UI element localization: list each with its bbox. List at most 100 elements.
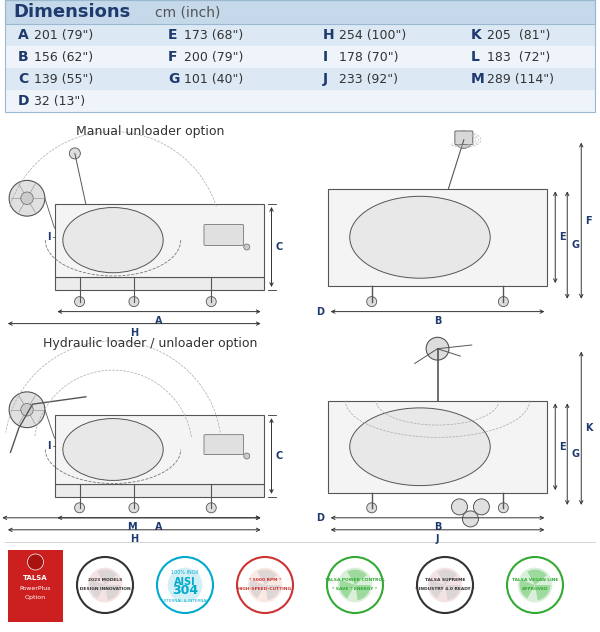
Text: 100% INOX: 100% INOX	[171, 571, 199, 576]
Circle shape	[9, 180, 45, 216]
Text: K: K	[471, 28, 482, 42]
Circle shape	[417, 557, 473, 613]
Text: Option: Option	[25, 595, 46, 600]
Text: A: A	[155, 522, 163, 532]
Wedge shape	[265, 585, 280, 600]
Circle shape	[237, 557, 293, 613]
Circle shape	[518, 568, 553, 602]
Text: TALSA SUPREME: TALSA SUPREME	[425, 578, 465, 582]
Circle shape	[74, 296, 85, 307]
Text: K: K	[585, 423, 593, 434]
Text: C: C	[275, 451, 283, 461]
Circle shape	[129, 503, 139, 513]
Circle shape	[463, 511, 478, 527]
Circle shape	[206, 296, 216, 307]
FancyBboxPatch shape	[204, 435, 244, 454]
Wedge shape	[340, 580, 355, 599]
Circle shape	[499, 296, 508, 307]
Text: M: M	[127, 522, 136, 532]
Circle shape	[473, 499, 490, 515]
Text: 101 (40"): 101 (40")	[184, 73, 243, 85]
Text: A: A	[18, 28, 29, 42]
Circle shape	[426, 337, 449, 360]
Circle shape	[9, 392, 45, 428]
Text: G: G	[571, 240, 579, 250]
Text: F: F	[168, 50, 178, 64]
Text: L: L	[471, 50, 480, 64]
Wedge shape	[89, 580, 105, 599]
Circle shape	[77, 557, 133, 613]
Text: E: E	[559, 232, 566, 242]
Text: G: G	[168, 72, 179, 86]
Bar	[55, 485, 263, 497]
Bar	[55, 204, 263, 277]
Text: D: D	[316, 513, 324, 523]
Text: J: J	[436, 534, 439, 544]
Circle shape	[244, 244, 250, 250]
Wedge shape	[250, 580, 265, 599]
Wedge shape	[430, 580, 445, 599]
Circle shape	[157, 557, 213, 613]
Text: * DESIGN INNOVATION *: * DESIGN INNOVATION *	[76, 587, 134, 591]
Text: Manual unloader option: Manual unloader option	[76, 125, 224, 138]
Text: H: H	[323, 28, 335, 42]
Circle shape	[21, 192, 33, 205]
Text: 156 (62"): 156 (62")	[34, 51, 93, 63]
Text: 289 (114"): 289 (114")	[487, 73, 554, 85]
Text: M: M	[471, 72, 485, 86]
Wedge shape	[437, 569, 457, 585]
FancyBboxPatch shape	[455, 131, 473, 145]
Ellipse shape	[350, 197, 490, 278]
Text: 173 (68"): 173 (68")	[184, 28, 243, 42]
Wedge shape	[257, 569, 277, 585]
Text: TALSA VEGAN LINE: TALSA VEGAN LINE	[512, 578, 558, 582]
Bar	[5, 0, 595, 24]
Circle shape	[28, 554, 44, 570]
Wedge shape	[347, 569, 367, 585]
Text: I: I	[323, 50, 328, 64]
Wedge shape	[105, 585, 121, 600]
Text: B: B	[434, 522, 441, 532]
Bar	[328, 188, 547, 286]
Bar	[5, 68, 595, 90]
Bar	[5, 46, 595, 68]
Text: J: J	[323, 72, 328, 86]
Circle shape	[428, 568, 463, 602]
Circle shape	[167, 568, 202, 602]
Circle shape	[338, 568, 373, 602]
Ellipse shape	[63, 207, 163, 273]
Bar	[55, 415, 263, 485]
Text: G: G	[571, 449, 579, 459]
FancyBboxPatch shape	[204, 224, 244, 245]
Text: B: B	[18, 50, 29, 64]
Bar	[5, 90, 595, 112]
Wedge shape	[355, 585, 370, 600]
Ellipse shape	[350, 408, 490, 485]
Ellipse shape	[63, 418, 163, 480]
Text: 139 (55"): 139 (55")	[34, 73, 93, 85]
Text: APPROVED: APPROVED	[521, 587, 548, 591]
Text: C: C	[18, 72, 28, 86]
Circle shape	[367, 503, 377, 513]
Text: AISI: AISI	[174, 577, 196, 587]
Wedge shape	[520, 580, 535, 599]
Text: 32 (13"): 32 (13")	[34, 95, 85, 107]
Circle shape	[367, 296, 377, 307]
Text: I: I	[47, 232, 50, 241]
Circle shape	[499, 503, 508, 513]
Circle shape	[129, 296, 139, 307]
Circle shape	[455, 131, 472, 149]
Text: HIGH-SPEED-CUTTING: HIGH-SPEED-CUTTING	[238, 587, 292, 591]
Text: B: B	[434, 315, 441, 325]
Text: 233 (92"): 233 (92")	[339, 73, 398, 85]
Text: PowerPlus: PowerPlus	[20, 585, 51, 590]
Bar	[8, 550, 63, 622]
Text: 205  (81"): 205 (81")	[487, 28, 550, 42]
Bar	[5, 0, 595, 24]
Text: A: A	[155, 315, 163, 325]
Bar	[328, 401, 547, 493]
Circle shape	[206, 503, 216, 513]
Wedge shape	[97, 569, 117, 585]
Wedge shape	[535, 585, 550, 600]
Text: E: E	[168, 28, 178, 42]
